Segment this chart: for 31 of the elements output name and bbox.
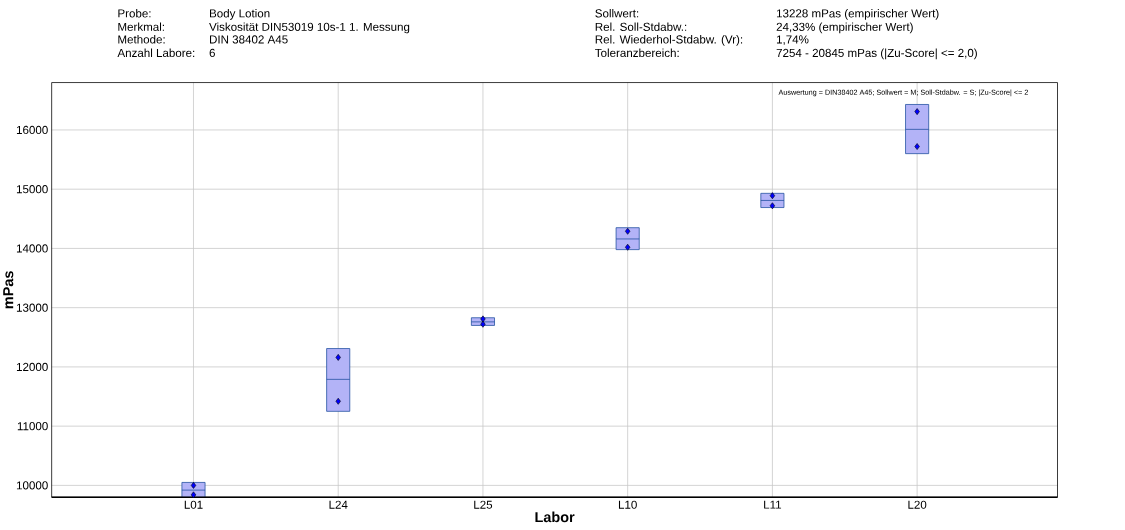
y-tick-label: 16000 (16, 125, 48, 134)
text: 13228 mPas (empirischer Wert) (776, 8, 939, 20)
text: Sollwert: (595, 8, 639, 18)
x-tick-label: L25 (474, 500, 493, 509)
y-tick-label: 12000 (16, 362, 48, 371)
text: DIN 38402 A45 (210, 35, 288, 44)
text: Toleranzbereich: (595, 48, 679, 57)
text: 7254 - 20845 mPas (|Zu-Score| <= 2,0) (776, 48, 977, 60)
y-tick-label: 10000 (16, 481, 48, 490)
x-tick-label: L10 (618, 500, 637, 509)
text: 24,33% (empirischer Wert) (776, 22, 913, 34)
text: Methode: (118, 34, 165, 44)
text: Body Lotion (210, 8, 270, 20)
text: Probe: (118, 8, 151, 18)
text: Rel. Wiederhol-Stdabw. (Vr): (595, 34, 743, 46)
x-tick-label: L24 (329, 500, 348, 509)
x-tick-label: L20 (908, 500, 927, 509)
text: Anzahl Labore: (117, 48, 195, 57)
x-tick-label: L01 (184, 500, 203, 509)
y-axis-title: mPas (3, 271, 14, 309)
text: Rel. Soll-Stdabw.: (595, 22, 687, 31)
y-tick-label: 11000 (17, 421, 48, 431)
x-tick-label: L11 (764, 500, 782, 509)
text: Viskosität DIN53019 10s-1 1. Messung (209, 22, 410, 34)
y-tick-label: 13000 (16, 303, 48, 312)
text: Merkmal: (118, 22, 164, 31)
text: 1,74% (776, 35, 809, 45)
y-tick-label: 15000 (16, 184, 48, 194)
y-tick-label: 14000 (16, 244, 48, 253)
text: 6 (209, 48, 215, 57)
x-axis-title: Labor (535, 511, 575, 523)
